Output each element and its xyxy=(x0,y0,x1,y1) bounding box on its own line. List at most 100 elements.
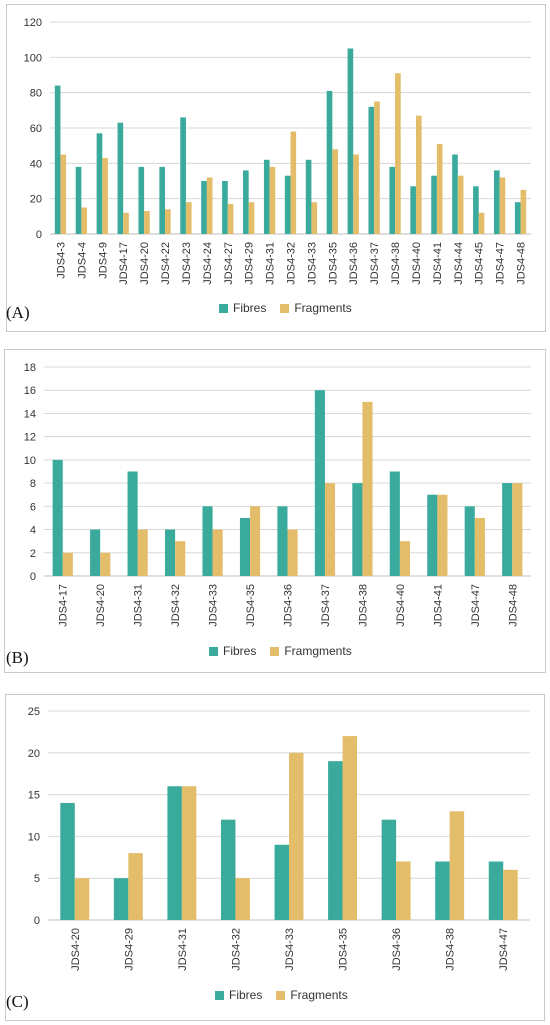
x-tick-label: JDS4-17 xyxy=(58,584,70,627)
x-tick-label: JDS4-38 xyxy=(445,928,457,971)
x-tick-label: JDS4-35 xyxy=(338,928,350,971)
x-tick-label: JDS4-35 xyxy=(245,584,257,627)
panel-label-b: (B) xyxy=(6,648,29,667)
x-tick-label: JDS4-31 xyxy=(133,584,145,627)
x-tick-label: JDS4-38 xyxy=(390,242,402,285)
bar-fibres-jds4-17 xyxy=(52,459,63,576)
legend-label-fibres: Fibres xyxy=(229,988,263,1002)
y-tick-label: 8 xyxy=(30,478,36,490)
bar-fibres-jds4-35 xyxy=(326,90,333,235)
x-tick-label: JDS4-24 xyxy=(202,242,214,285)
x-tick-label: JDS4-36 xyxy=(283,584,295,627)
x-tick-label: JDS4-33 xyxy=(306,242,318,285)
legend-entry-framgments: Framgments xyxy=(270,644,352,658)
legend-entry-fragments: Fragments xyxy=(276,988,348,1002)
bar-fibres-jds4-40 xyxy=(389,471,400,576)
x-tick-label: JDS4-47 xyxy=(470,584,482,627)
y-tick-label: 100 xyxy=(24,52,42,64)
bar-fragments-jds4-45 xyxy=(478,212,485,234)
legend-swatch-fragments xyxy=(280,303,290,313)
bar-fibres-jds4-29 xyxy=(243,170,249,234)
x-tick-label: JDS4-31 xyxy=(265,242,277,285)
x-tick-label: JDS4-20 xyxy=(139,242,151,285)
y-tick-label: 20 xyxy=(30,194,42,206)
bar-fibres-jds4-32 xyxy=(165,529,176,576)
x-tick-label: JDS4-44 xyxy=(453,242,465,285)
y-tick-label: 0 xyxy=(34,915,40,927)
x-tick-label: JDS4-37 xyxy=(369,242,381,285)
bar-fragments-jds4-35 xyxy=(332,149,338,234)
x-tick-label: JDS4-36 xyxy=(391,928,403,971)
bar-fibres-jds4-45 xyxy=(473,186,479,234)
y-tick-label: 14 xyxy=(24,408,36,420)
bar-fragments-jds4-9 xyxy=(102,158,108,234)
x-tick-label: JDS4-35 xyxy=(327,242,339,285)
x-tick-label: JDS4-23 xyxy=(181,242,193,285)
chart-panel-c: 0 5 10 15 20 25 JDS4-20 JDS4-29 JDS4-31 JDS4-32 JD… xyxy=(5,694,545,1021)
bar-framgments-jds4-36 xyxy=(287,529,298,576)
bar-framgments-jds4-40 xyxy=(399,541,410,576)
chart-c-legend: Fibres Fragments xyxy=(215,988,362,1002)
bar-fragments-jds4-48 xyxy=(520,189,527,234)
bar-fragments-jds4-23 xyxy=(185,202,192,234)
bar-framgments-jds4-32 xyxy=(175,541,186,576)
bar-fragments-jds4-27 xyxy=(227,203,234,234)
bar-fragments-jds4-35 xyxy=(342,736,358,920)
bar-fibres-jds4-22 xyxy=(159,166,166,234)
bar-fibres-jds4-20 xyxy=(90,529,101,576)
bar-fragments-jds4-37 xyxy=(374,101,380,234)
bar-framgments-jds4-20 xyxy=(100,552,111,576)
bar-framgments-jds4-47 xyxy=(474,517,485,576)
x-tick-label: JDS4-27 xyxy=(223,242,235,285)
bar-fragments-jds4-33 xyxy=(289,752,304,920)
bar-fibres-jds4-38 xyxy=(352,483,363,576)
bar-framgments-jds4-33 xyxy=(212,529,223,576)
x-tick-label: JDS4-36 xyxy=(348,242,360,285)
y-tick-label: 40 xyxy=(30,158,42,170)
y-tick-label: 4 xyxy=(30,525,36,537)
x-tick-label: JDS4-38 xyxy=(357,584,369,627)
bar-fibres-jds4-20 xyxy=(60,802,75,920)
y-tick-label: 16 xyxy=(24,385,36,397)
panel-label-a: (A) xyxy=(6,303,30,322)
y-tick-label: 15 xyxy=(28,790,40,802)
bar-fibres-jds4-48 xyxy=(502,483,513,576)
x-tick-label: JDS4-31 xyxy=(177,928,189,971)
y-tick-label: 5 xyxy=(34,873,40,885)
x-tick-label: JDS4-47 xyxy=(498,928,510,971)
bar-fibres-jds4-27 xyxy=(222,181,228,234)
bar-fibres-jds4-9 xyxy=(96,133,103,234)
chart-a-svg: 0 20 40 60 80 100 120 JDS4-3 JDS4-4 JDS4-9 JDS4-17… xyxy=(24,17,531,285)
bar-fragments-jds4-31 xyxy=(269,166,276,234)
bar-framgments-jds4-38 xyxy=(362,401,373,576)
y-tick-label: 2 xyxy=(30,548,36,560)
y-tick-label: 6 xyxy=(30,501,36,513)
bar-fragments-jds4-22 xyxy=(165,209,171,234)
x-tick-label: JDS4-29 xyxy=(123,928,135,971)
chart-b-legend: Fibres Framgments xyxy=(209,644,366,658)
x-tick-label: JDS4-17 xyxy=(118,242,130,285)
bar-fibres-jds4-29 xyxy=(113,878,129,920)
x-tick-label: JDS4-41 xyxy=(432,242,444,285)
bar-fragments-jds4-32 xyxy=(235,878,250,920)
bar-fibres-jds4-35 xyxy=(239,517,251,576)
bar-fibres-jds4-17 xyxy=(117,122,124,234)
x-tick-label: JDS4-4 xyxy=(76,242,88,279)
bar-fibres-jds4-4 xyxy=(75,166,82,234)
y-tick-label: 18 xyxy=(24,362,36,374)
x-tick-label: JDS4-22 xyxy=(160,242,172,285)
x-tick-label: JDS4-40 xyxy=(411,242,423,285)
x-tick-label: JDS4-45 xyxy=(474,242,486,285)
bar-fibres-jds4-41 xyxy=(427,494,438,576)
bar-fibres-jds4-31 xyxy=(127,471,138,576)
x-tick-label: JDS4-33 xyxy=(284,928,296,971)
bar-fragments-jds4-31 xyxy=(181,786,197,920)
x-tick-label: JDS4-32 xyxy=(170,584,182,627)
legend-label-fibres: Fibres xyxy=(233,301,267,315)
y-tick-label: 80 xyxy=(30,88,42,100)
bar-fibres-jds4-41 xyxy=(431,175,437,234)
chart-b-svg: 0 2 4 6 8 10 12 14 16 18 JDS4-17 JDS4-20 JDS4-31 JDS4… xyxy=(24,362,531,627)
bar-fragments-jds4-38 xyxy=(395,73,401,234)
x-tick-label: JDS4-33 xyxy=(208,584,220,627)
bar-fragments-jds4-41 xyxy=(436,143,443,234)
